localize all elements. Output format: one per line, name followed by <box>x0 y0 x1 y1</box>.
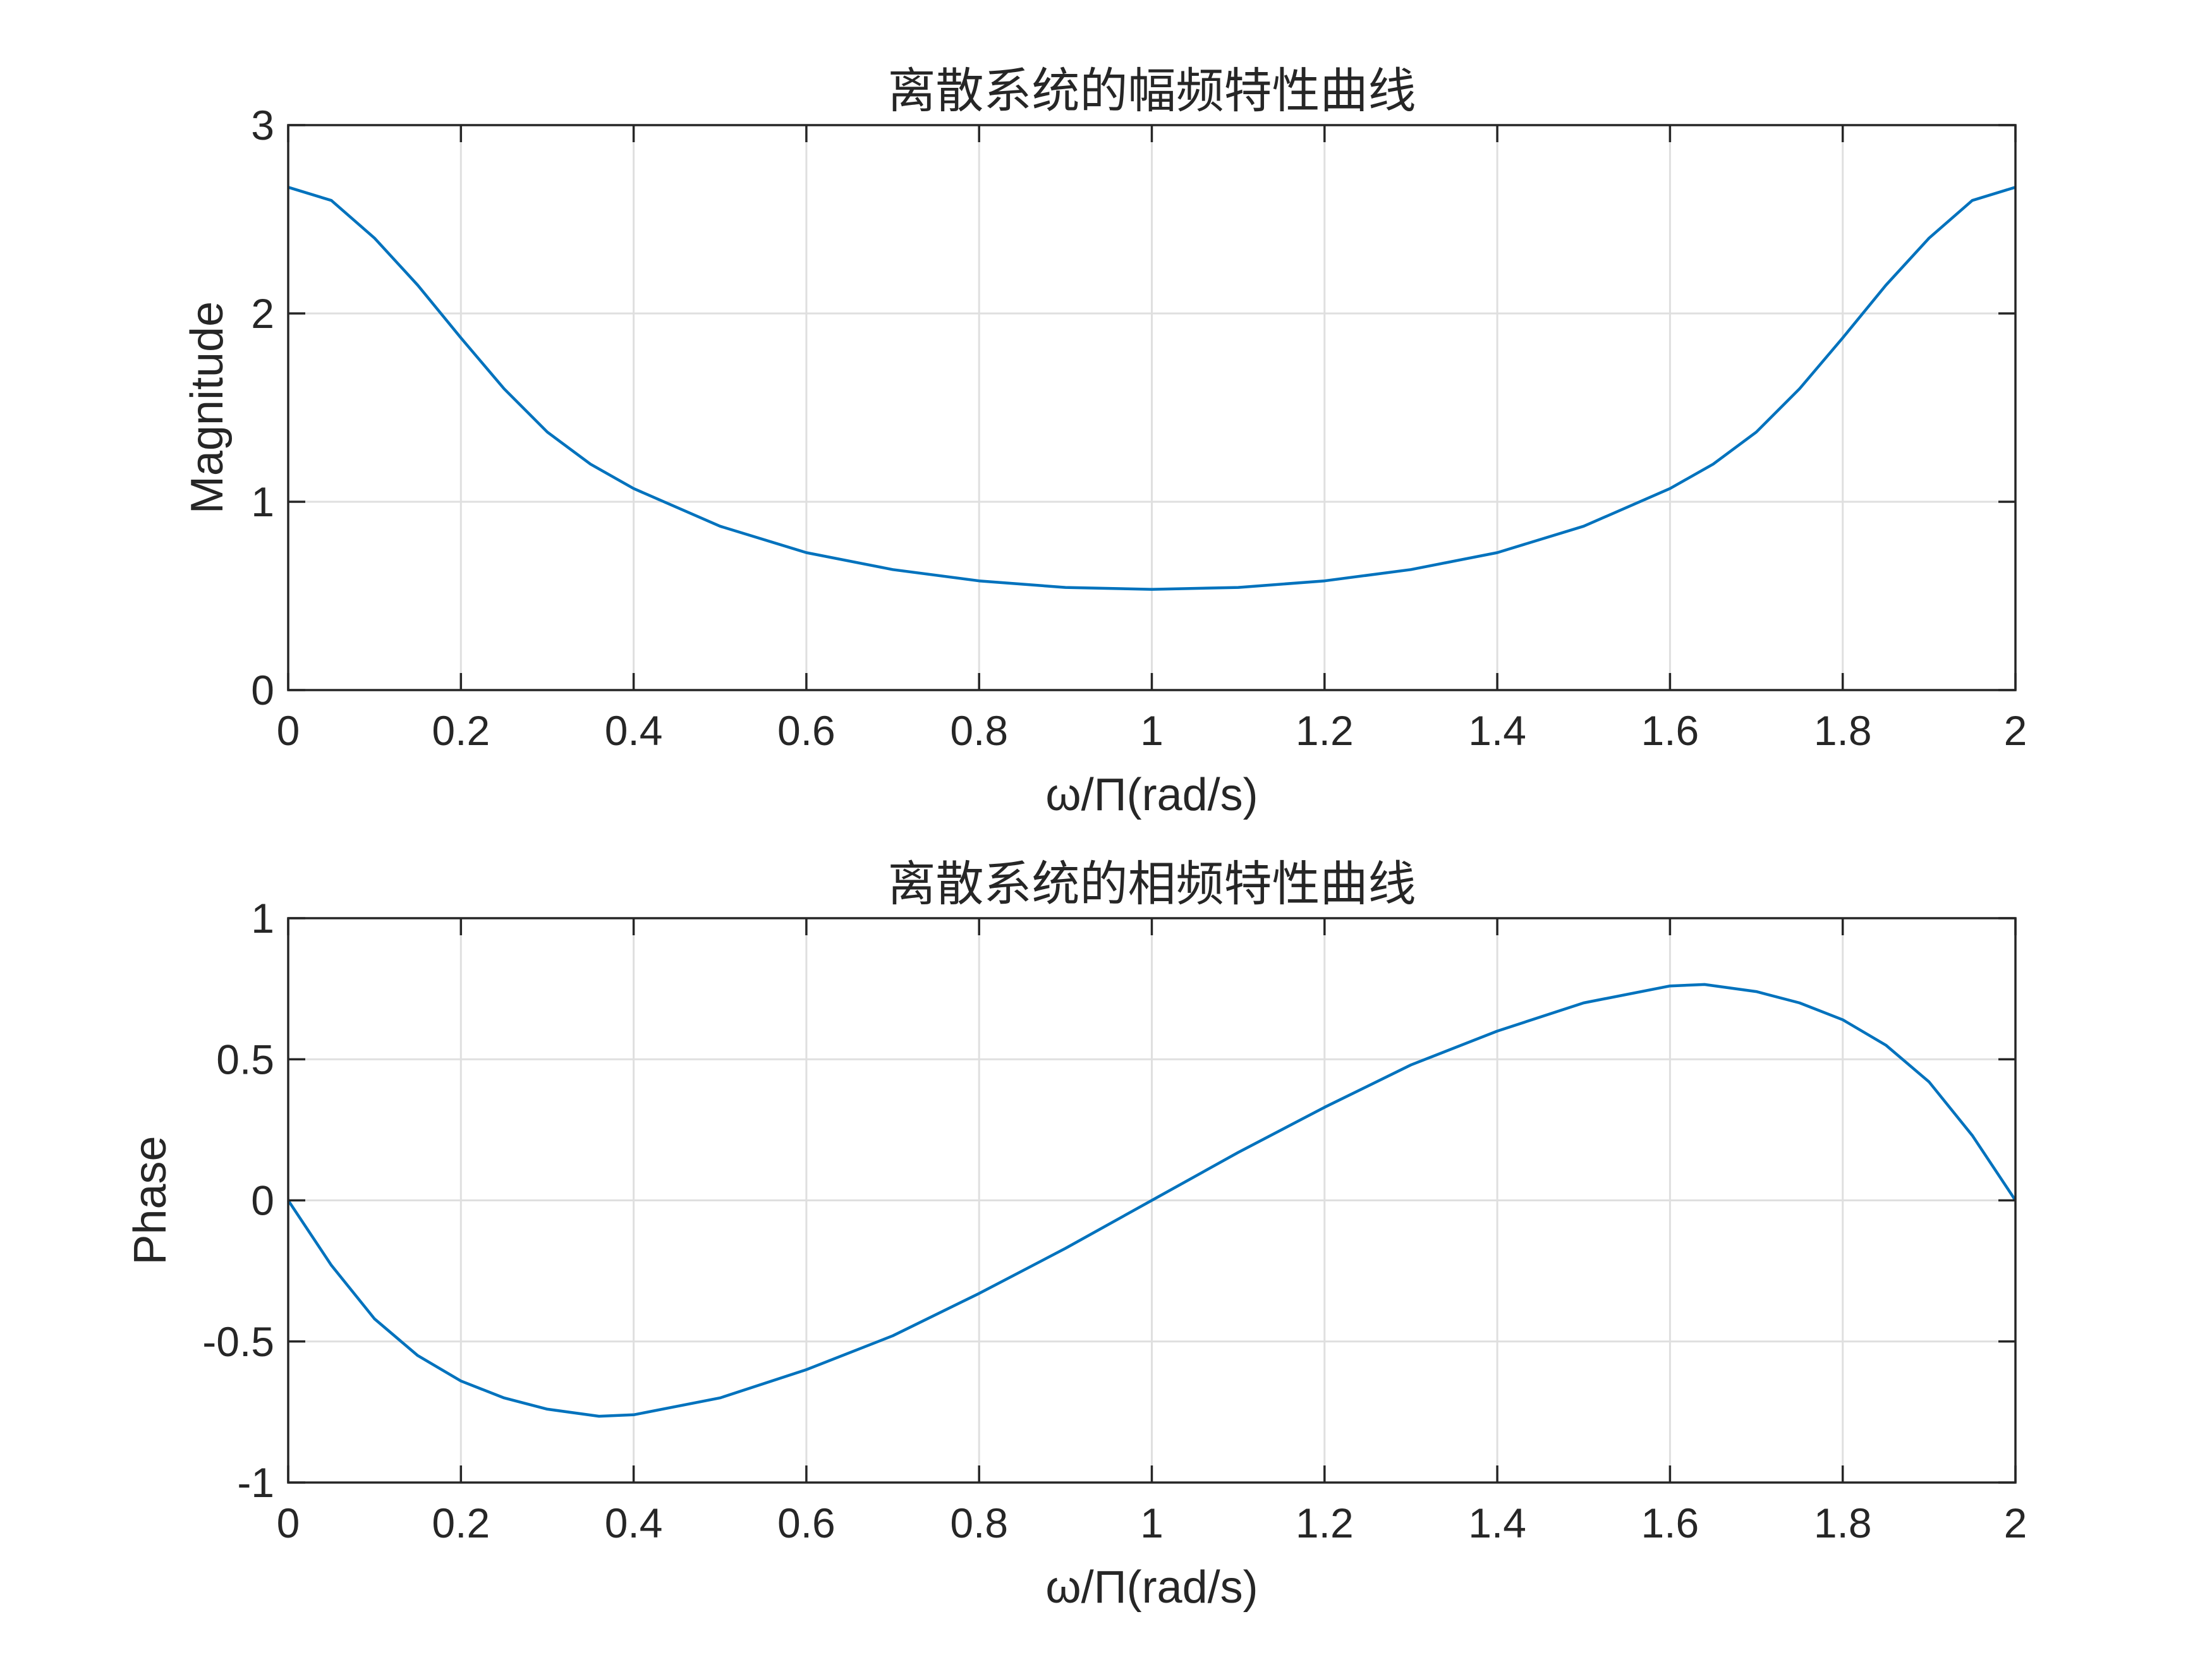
phase-x-tick-label: 0.8 <box>950 1500 1008 1546</box>
magnitude-x-tick-label: 0.6 <box>777 707 836 754</box>
phase-x-tick-label: 1.4 <box>1468 1500 1526 1546</box>
phase-y-tick-label: 0.5 <box>216 1036 274 1083</box>
phase-series-line <box>287 983 2017 1418</box>
phase-y-tick-label: 1 <box>251 895 274 942</box>
phase-y-tick-label: -0.5 <box>202 1318 274 1365</box>
magnitude-y-tick-label: 1 <box>251 478 274 525</box>
magnitude-x-tick-label: 1.4 <box>1468 707 1526 754</box>
phase-chart-title: 离散系统的相频特性曲线 <box>888 856 1416 912</box>
phase-x-tick-label: 1 <box>1140 1500 1164 1546</box>
phase-x-axis-label: ω/Π(rad/s) <box>1045 1562 1258 1613</box>
magnitude-y-tick-label: 3 <box>251 102 274 149</box>
magnitude-series-line <box>288 186 2016 591</box>
magnitude-x-tick-label: 0.8 <box>950 707 1008 754</box>
phase-y-axis-label: Phase <box>125 1136 176 1265</box>
phase-x-tick-label: 0 <box>277 1500 300 1546</box>
phase-y-tick-label: -1 <box>237 1459 274 1506</box>
phase-y-tick-label: 0 <box>251 1177 274 1224</box>
magnitude-x-tick-label: 1.8 <box>1814 707 1872 754</box>
phase-x-tick-label: 1.2 <box>1296 1500 1354 1546</box>
phase-x-tick-label: 1.8 <box>1814 1500 1872 1546</box>
phase-x-tick-label: 0.6 <box>777 1500 836 1546</box>
magnitude-chart-title: 离散系统的幅频特性曲线 <box>888 63 1416 119</box>
magnitude-x-tick-label: 1.2 <box>1296 707 1354 754</box>
magnitude-y-axis-label: Magnitude <box>182 301 233 514</box>
magnitude-x-tick-label: 1 <box>1140 707 1164 754</box>
magnitude-x-tick-label: 2 <box>2004 707 2027 754</box>
magnitude-y-tick-label: 2 <box>251 290 274 337</box>
phase-x-tick-label: 0.4 <box>605 1500 663 1546</box>
magnitude-x-tick-label: 1.6 <box>1641 707 1699 754</box>
magnitude-x-tick-label: 0 <box>277 707 300 754</box>
magnitude-x-axis-label: ω/Π(rad/s) <box>1045 770 1258 820</box>
magnitude-x-tick-label: 0.4 <box>605 707 663 754</box>
phase-axes: 0 0.2 0.4 0.6 0.8 1 1.2 1.4 1.6 1.8 2 -1 -0.5 0 0.5 1 ω/… <box>125 856 2027 1613</box>
magnitude-x-tick-label: 0.2 <box>432 707 490 754</box>
phase-x-tick-label: 0.2 <box>432 1500 490 1546</box>
phase-x-tick-label: 2 <box>2004 1500 2027 1546</box>
magnitude-y-tick-label: 0 <box>251 667 274 713</box>
magnitude-axes: 0 0.2 0.4 0.6 0.8 1 1.2 1.4 1.6 1.8 2 0 1 2 3 ω/Π(rad/s… <box>182 63 2027 820</box>
phase-x-tick-label: 1.6 <box>1641 1500 1699 1546</box>
